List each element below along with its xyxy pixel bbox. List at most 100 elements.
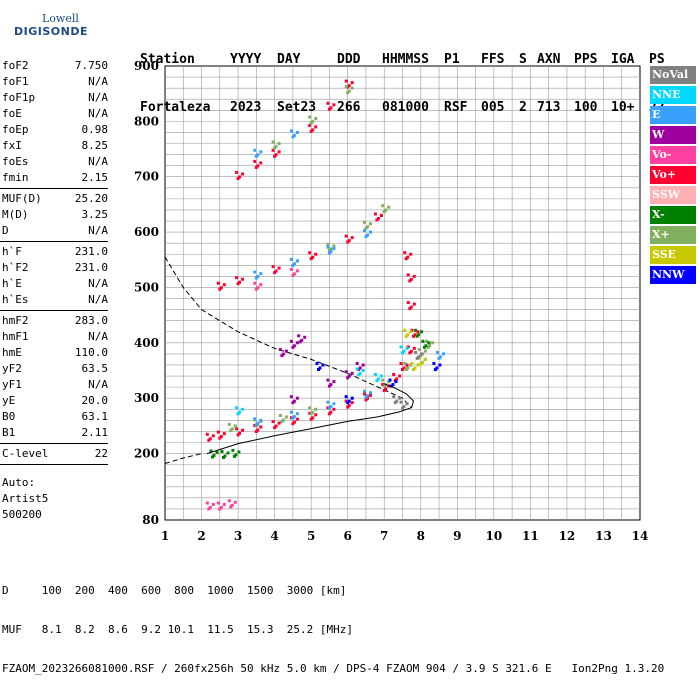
trace-point-nne <box>401 351 404 355</box>
param-name: B1 <box>2 426 16 439</box>
trace-point-e <box>363 229 366 233</box>
param-value: 110.0 <box>74 346 108 359</box>
trace-point-vo- <box>271 420 275 424</box>
trace-point-e <box>291 416 295 420</box>
trace-point-vo- <box>332 407 336 411</box>
trace-point-w <box>278 348 282 352</box>
trace-point-nnw <box>433 368 437 371</box>
trace-point-vo- <box>289 267 293 271</box>
trace-point-vo- <box>408 279 412 283</box>
trace-point-vo- <box>382 389 386 392</box>
param-name: fxI <box>2 139 22 152</box>
trace-point-sse <box>409 330 413 334</box>
x-tick-label: 8 <box>417 529 425 543</box>
header-row1-cell-9: PPS <box>574 52 598 67</box>
param-value: N/A <box>88 330 108 343</box>
trace-point-vo- <box>398 374 402 378</box>
param-value: 63.1 <box>81 410 109 423</box>
trace-point-x- <box>280 420 284 423</box>
trace-point-w <box>280 354 284 358</box>
param-name: foEs <box>2 155 29 168</box>
trace-point-vo- <box>253 424 257 427</box>
trace-point-vo- <box>207 507 211 511</box>
param-row-fmin: fmin 2.15 <box>0 170 110 186</box>
trace-point-x- <box>382 384 386 388</box>
param-name: hmE <box>2 346 22 359</box>
trace-point-x- <box>309 412 313 416</box>
param-name: h`E <box>2 277 22 290</box>
trace-point-vo- <box>314 252 318 256</box>
trace-point-vo- <box>309 417 313 421</box>
trace-point-vo- <box>295 269 299 273</box>
trace-point-nnw <box>388 378 392 382</box>
trace-point-x- <box>404 368 408 371</box>
trace-point-vo- <box>344 79 348 83</box>
trace-point-vo- <box>308 251 312 255</box>
param-row-hmF2: hmF2 283.0 <box>0 313 110 329</box>
trace-point-noval <box>415 356 419 360</box>
param-row-B1: B1 2.11 <box>0 425 110 441</box>
legend-nnw: NNW <box>650 266 696 284</box>
header-row2-cell-9: 100 <box>574 100 598 115</box>
footer-info: D 100 200 400 600 800 1000 1500 3000 [km… <box>2 558 664 688</box>
trace-point-x- <box>332 244 336 248</box>
trace-point-vo- <box>327 412 331 416</box>
trace-point-nne <box>235 406 239 410</box>
header-row1-cell-2: DAY <box>277 52 301 67</box>
trace-point-vo- <box>309 129 313 133</box>
x-tick-label: 2 <box>197 529 205 543</box>
param-row-D: D N/A <box>0 223 110 239</box>
x-tick-label: 4 <box>270 529 278 543</box>
trace-point-nnw <box>394 380 398 384</box>
trace-point-x- <box>326 242 330 246</box>
trace-point-vo- <box>218 436 222 440</box>
trace-point-x- <box>278 414 282 417</box>
trace-point-x- <box>222 456 225 459</box>
x-tick-label: 13 <box>595 529 612 543</box>
profile-dashed-line <box>164 256 412 408</box>
trace-point-e <box>436 350 439 354</box>
trace-point-vo- <box>314 413 318 417</box>
param-value: N/A <box>88 155 108 168</box>
trace-point-vo- <box>241 277 245 281</box>
trace-point-x- <box>421 339 425 343</box>
trace-point-vo- <box>216 501 220 505</box>
trace-point-nne <box>241 407 245 411</box>
trace-point-x- <box>220 450 224 453</box>
trace-point-w <box>344 370 348 374</box>
trace-point-e <box>259 418 263 422</box>
trace-point-noval <box>420 352 424 356</box>
legend-ssw: SSW <box>650 186 696 204</box>
trace-point-vo- <box>399 362 403 365</box>
param-value: 7.750 <box>74 59 108 72</box>
x-tick-label: 12 <box>559 529 576 543</box>
trace-point-e <box>254 423 258 427</box>
legend-vo-: Vo- <box>650 146 696 164</box>
trace-point-w <box>303 335 307 339</box>
trace-point-vo- <box>416 330 420 334</box>
trace-point-x- <box>233 424 237 428</box>
trace-point-vo- <box>211 503 215 506</box>
param-value: 2.11 <box>81 426 109 439</box>
param-separator <box>0 241 108 242</box>
legend-nne: NNE <box>650 86 696 104</box>
trace-point-e <box>259 150 263 154</box>
trace-point-e <box>363 389 366 393</box>
trace-point-e <box>295 130 299 134</box>
trace-point-x- <box>226 451 230 455</box>
trace-point-nnw <box>390 384 393 388</box>
trace-point-vo- <box>403 251 407 255</box>
trace-point-vo- <box>291 422 295 426</box>
trace-point-x- <box>314 407 318 411</box>
param-name: foF2 <box>2 59 29 72</box>
trace-point-vo- <box>375 218 379 222</box>
trace-point-x- <box>308 115 312 119</box>
trace-point-nnw <box>321 363 325 367</box>
trace-point-sse <box>410 362 414 365</box>
trace-point-vo- <box>211 434 215 438</box>
trace-point-vo- <box>235 171 239 174</box>
param-row-h`E: h`E N/A <box>0 276 110 292</box>
param-value: 63.5 <box>81 362 109 375</box>
param-row-yF2: yF2 63.5 <box>0 361 110 377</box>
trace-point-vo- <box>233 500 237 504</box>
